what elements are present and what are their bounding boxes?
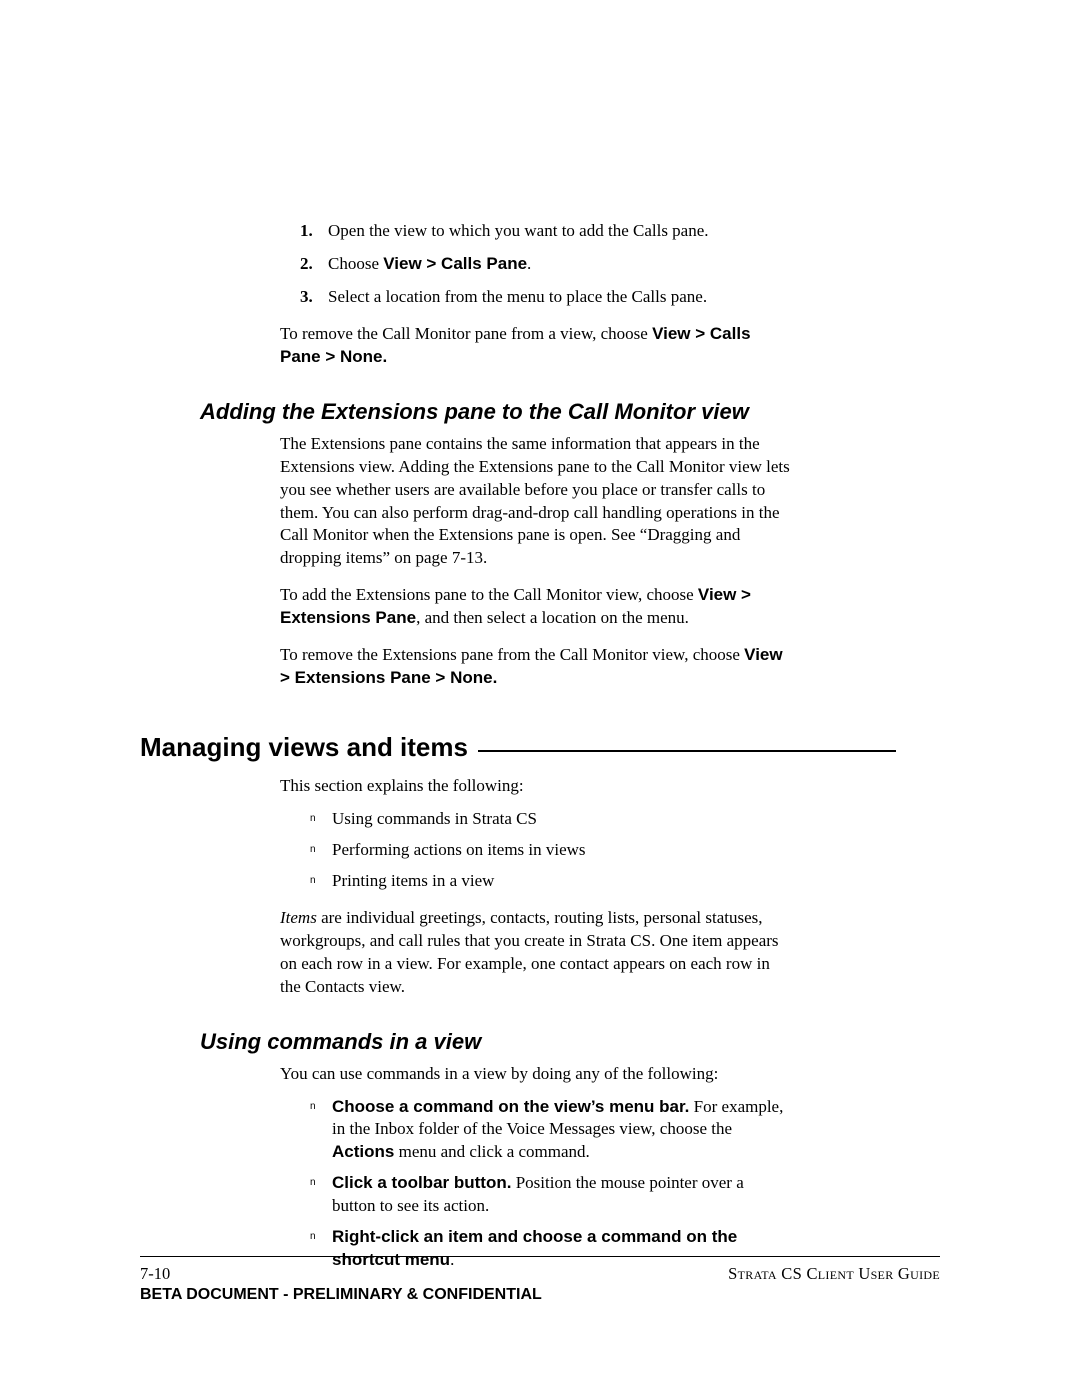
italic-term: Items: [280, 908, 317, 927]
page-content: 1. Open the view to which you want to ad…: [140, 220, 940, 1280]
commands-bullet-list: n Choose a command on the view’s menu ba…: [310, 1096, 790, 1273]
extensions-remove-para: To remove the Extensions pane from the C…: [280, 644, 790, 690]
list-item: n Click a toolbar button. Position the m…: [310, 1172, 790, 1218]
bold-lead: Choose a command on the view’s menu bar.: [332, 1097, 689, 1116]
list-item: n Printing items in a view: [310, 870, 790, 893]
heading-extensions-pane: Adding the Extensions pane to the Call M…: [200, 399, 940, 425]
confidential-notice: BETA DOCUMENT - PRELIMINARY & CONFIDENTI…: [140, 1286, 940, 1304]
page-number: 7-10: [140, 1264, 170, 1284]
list-text: Using commands in Strata CS: [332, 808, 790, 831]
ordered-steps: 1. Open the view to which you want to ad…: [300, 220, 790, 309]
footer-row: 7-10 Strata CS Client User Guide: [140, 1264, 940, 1284]
menu-path: View > Calls Pane: [383, 254, 527, 273]
managing-bullet-list: n Using commands in Strata CS n Performi…: [310, 808, 790, 893]
step-text: Choose View > Calls Pane.: [328, 253, 790, 276]
bullet-icon: n: [310, 1172, 332, 1218]
managing-intro: This section explains the following:: [280, 775, 790, 798]
step-number: 1.: [300, 220, 328, 243]
step-number: 2.: [300, 253, 328, 276]
extensions-intro-para: The Extensions pane contains the same in…: [280, 433, 790, 571]
bullet-icon: n: [310, 808, 332, 831]
items-definition-para: Items are individual greetings, contacts…: [280, 907, 790, 999]
heading-managing-views: Managing views and items: [140, 732, 468, 763]
step-text: Select a location from the menu to place…: [328, 286, 790, 309]
list-text: Click a toolbar button. Position the mou…: [332, 1172, 790, 1218]
remove-call-monitor-para: To remove the Call Monitor pane from a v…: [280, 323, 790, 369]
commands-intro: You can use commands in a view by doing …: [280, 1063, 790, 1086]
heading-managing-views-row: Managing views and items: [140, 732, 940, 763]
step-2: 2. Choose View > Calls Pane.: [300, 253, 790, 276]
step-3: 3. Select a location from the menu to pl…: [300, 286, 790, 309]
text-fragment: are individual greetings, contacts, rout…: [280, 908, 779, 996]
extensions-add-para: To add the Extensions pane to the Call M…: [280, 584, 790, 630]
text-fragment: To remove the Call Monitor pane from a v…: [280, 324, 652, 343]
step-text: Open the view to which you want to add t…: [328, 220, 790, 243]
step-number: 3.: [300, 286, 328, 309]
text-fragment: To remove the Extensions pane from the C…: [280, 645, 744, 664]
page-footer: 7-10 Strata CS Client User Guide BETA DO…: [140, 1264, 940, 1304]
list-text: Choose a command on the view’s menu bar.…: [332, 1096, 790, 1165]
step-1: 1. Open the view to which you want to ad…: [300, 220, 790, 243]
text-fragment: To add the Extensions pane to the Call M…: [280, 585, 698, 604]
heading-rule: [478, 750, 896, 752]
bold-lead: Click a toolbar button.: [332, 1173, 511, 1192]
text-fragment: .: [527, 254, 531, 273]
guide-title: Strata CS Client User Guide: [728, 1264, 940, 1284]
bullet-icon: n: [310, 870, 332, 893]
bullet-icon: n: [310, 1096, 332, 1165]
bullet-icon: n: [310, 839, 332, 862]
bold-lead: Right-click an item and choose a command…: [332, 1227, 737, 1269]
text-fragment: Choose: [328, 254, 383, 273]
footer-rule: [140, 1256, 940, 1257]
list-item: n Using commands in Strata CS: [310, 808, 790, 831]
list-text: Performing actions on items in views: [332, 839, 790, 862]
heading-using-commands: Using commands in a view: [200, 1029, 940, 1055]
menu-name: Actions: [332, 1142, 394, 1161]
list-text: Printing items in a view: [332, 870, 790, 893]
text-fragment: menu and click a command.: [394, 1142, 589, 1161]
text-fragment: , and then select a location on the menu…: [416, 608, 689, 627]
list-item: n Performing actions on items in views: [310, 839, 790, 862]
list-item: n Choose a command on the view’s menu ba…: [310, 1096, 790, 1165]
